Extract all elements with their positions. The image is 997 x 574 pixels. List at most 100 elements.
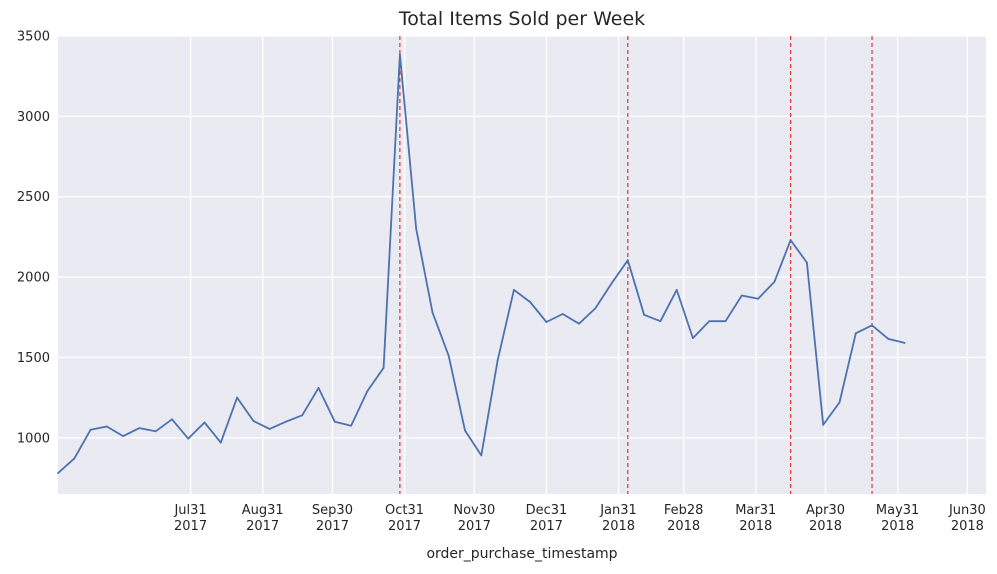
- data-point: [236, 396, 238, 399]
- data-point: [626, 259, 629, 262]
- data-point: [561, 313, 564, 315]
- x-tick-year: 2018: [881, 519, 914, 534]
- data-point: [73, 457, 76, 460]
- chart-title: Total Items Sold per Week: [398, 8, 645, 30]
- x-tick-label: Oct31 2017: [385, 503, 424, 534]
- data-point: [398, 53, 401, 56]
- reference-lines: [399, 36, 873, 494]
- data-point: [789, 239, 792, 241]
- x-tick-year: 2017: [246, 519, 279, 534]
- x-tick-year: 2017: [174, 519, 207, 534]
- data-point: [203, 421, 206, 424]
- y-tick-label: 2000: [17, 271, 50, 286]
- data-point: [643, 313, 646, 316]
- x-tick-label: May31 2018: [876, 503, 919, 534]
- x-tick-month: Sep30: [312, 503, 353, 518]
- data-point: [757, 297, 759, 300]
- plot-background: [58, 36, 986, 494]
- data-point: [594, 307, 597, 310]
- y-tick-label: 1500: [17, 351, 50, 366]
- x-tick-label: Mar31 2018: [735, 503, 776, 534]
- data-point: [431, 311, 434, 314]
- data-point: [89, 428, 92, 431]
- data-point: [480, 454, 483, 457]
- data-point: [806, 261, 808, 264]
- x-tick-month: Mar31: [735, 503, 776, 518]
- data-point: [268, 428, 271, 430]
- y-tick-label: 3000: [17, 110, 50, 125]
- data-point: [105, 425, 108, 428]
- x-tick-label: Aug31 2017: [242, 503, 284, 534]
- data-point: [903, 342, 906, 344]
- x-tick-month: Jul31: [173, 503, 206, 518]
- x-tick-year: 2017: [530, 519, 563, 534]
- data-point: [171, 418, 173, 421]
- data-point: [512, 289, 515, 291]
- data-point: [822, 423, 825, 426]
- data-point: [610, 282, 613, 285]
- data-point: [578, 322, 580, 325]
- data-point: [333, 420, 336, 423]
- x-tick-label: Feb28 2018: [664, 503, 704, 534]
- grid: [58, 35, 986, 494]
- data-point: [887, 338, 890, 340]
- data-point: [529, 301, 532, 303]
- data-point: [675, 289, 678, 291]
- data-point: [382, 366, 385, 369]
- data-point: [154, 430, 157, 433]
- y-tick-label: 2500: [17, 190, 50, 205]
- x-axis-label: order_purchase_timestamp: [426, 546, 617, 562]
- x-tick-month: Jun30: [948, 503, 986, 518]
- x-tick-year: 2018: [951, 519, 984, 534]
- y-tick-label: 1000: [17, 431, 50, 446]
- x-tick-label: Nov30 2017: [453, 503, 495, 534]
- data-point: [138, 427, 141, 430]
- data-point: [317, 387, 320, 389]
- x-tick-month: Dec31: [526, 503, 568, 518]
- x-tick-year: 2018: [602, 519, 635, 534]
- y-tick-label: 3500: [17, 30, 50, 45]
- data-point: [464, 429, 466, 432]
- data-point: [57, 472, 59, 475]
- x-tick-label: Dec31 2017: [526, 503, 568, 534]
- x-tick-month: Oct31: [385, 503, 424, 518]
- data-point: [724, 320, 727, 323]
- x-tick-label: Sep30 2017: [312, 503, 353, 534]
- x-tick-label: Jul31 2017: [173, 503, 207, 534]
- data-point: [447, 354, 450, 357]
- data-point: [659, 320, 662, 323]
- data-point: [350, 424, 352, 427]
- x-tick-year: 2017: [388, 519, 421, 534]
- x-tick-year: 2017: [316, 519, 349, 534]
- data-point: [708, 320, 711, 323]
- data-point: [415, 227, 418, 230]
- data-point: [740, 294, 743, 297]
- data-point: [285, 420, 287, 423]
- data-point: [545, 321, 548, 323]
- x-tick-month: Nov30: [453, 503, 495, 518]
- x-tick-month: Feb28: [664, 503, 704, 518]
- x-tick-month: Apr30: [806, 503, 845, 518]
- data-point: [366, 390, 369, 393]
- data-point: [838, 401, 841, 404]
- x-tick-year: 2018: [809, 519, 842, 534]
- data-point: [122, 435, 125, 438]
- data-point: [773, 280, 776, 283]
- x-tick-month: Jan31: [599, 503, 637, 518]
- data-point: [854, 332, 857, 335]
- x-tick-year: 2018: [739, 519, 772, 534]
- x-tick-month: Aug31: [242, 503, 284, 518]
- data-point: [219, 441, 222, 444]
- data-point: [692, 337, 694, 340]
- y-axis-ticks: 1000 1500 2000 2500 3000 3500: [17, 30, 50, 447]
- x-tick-label: Jun30 2018: [948, 503, 986, 534]
- data-point: [496, 359, 499, 362]
- data-point: [871, 324, 873, 327]
- x-tick-year: 2018: [667, 519, 700, 534]
- data-point: [252, 419, 255, 422]
- x-tick-month: May31: [876, 503, 919, 518]
- x-tick-label: Jan31 2018: [599, 503, 637, 534]
